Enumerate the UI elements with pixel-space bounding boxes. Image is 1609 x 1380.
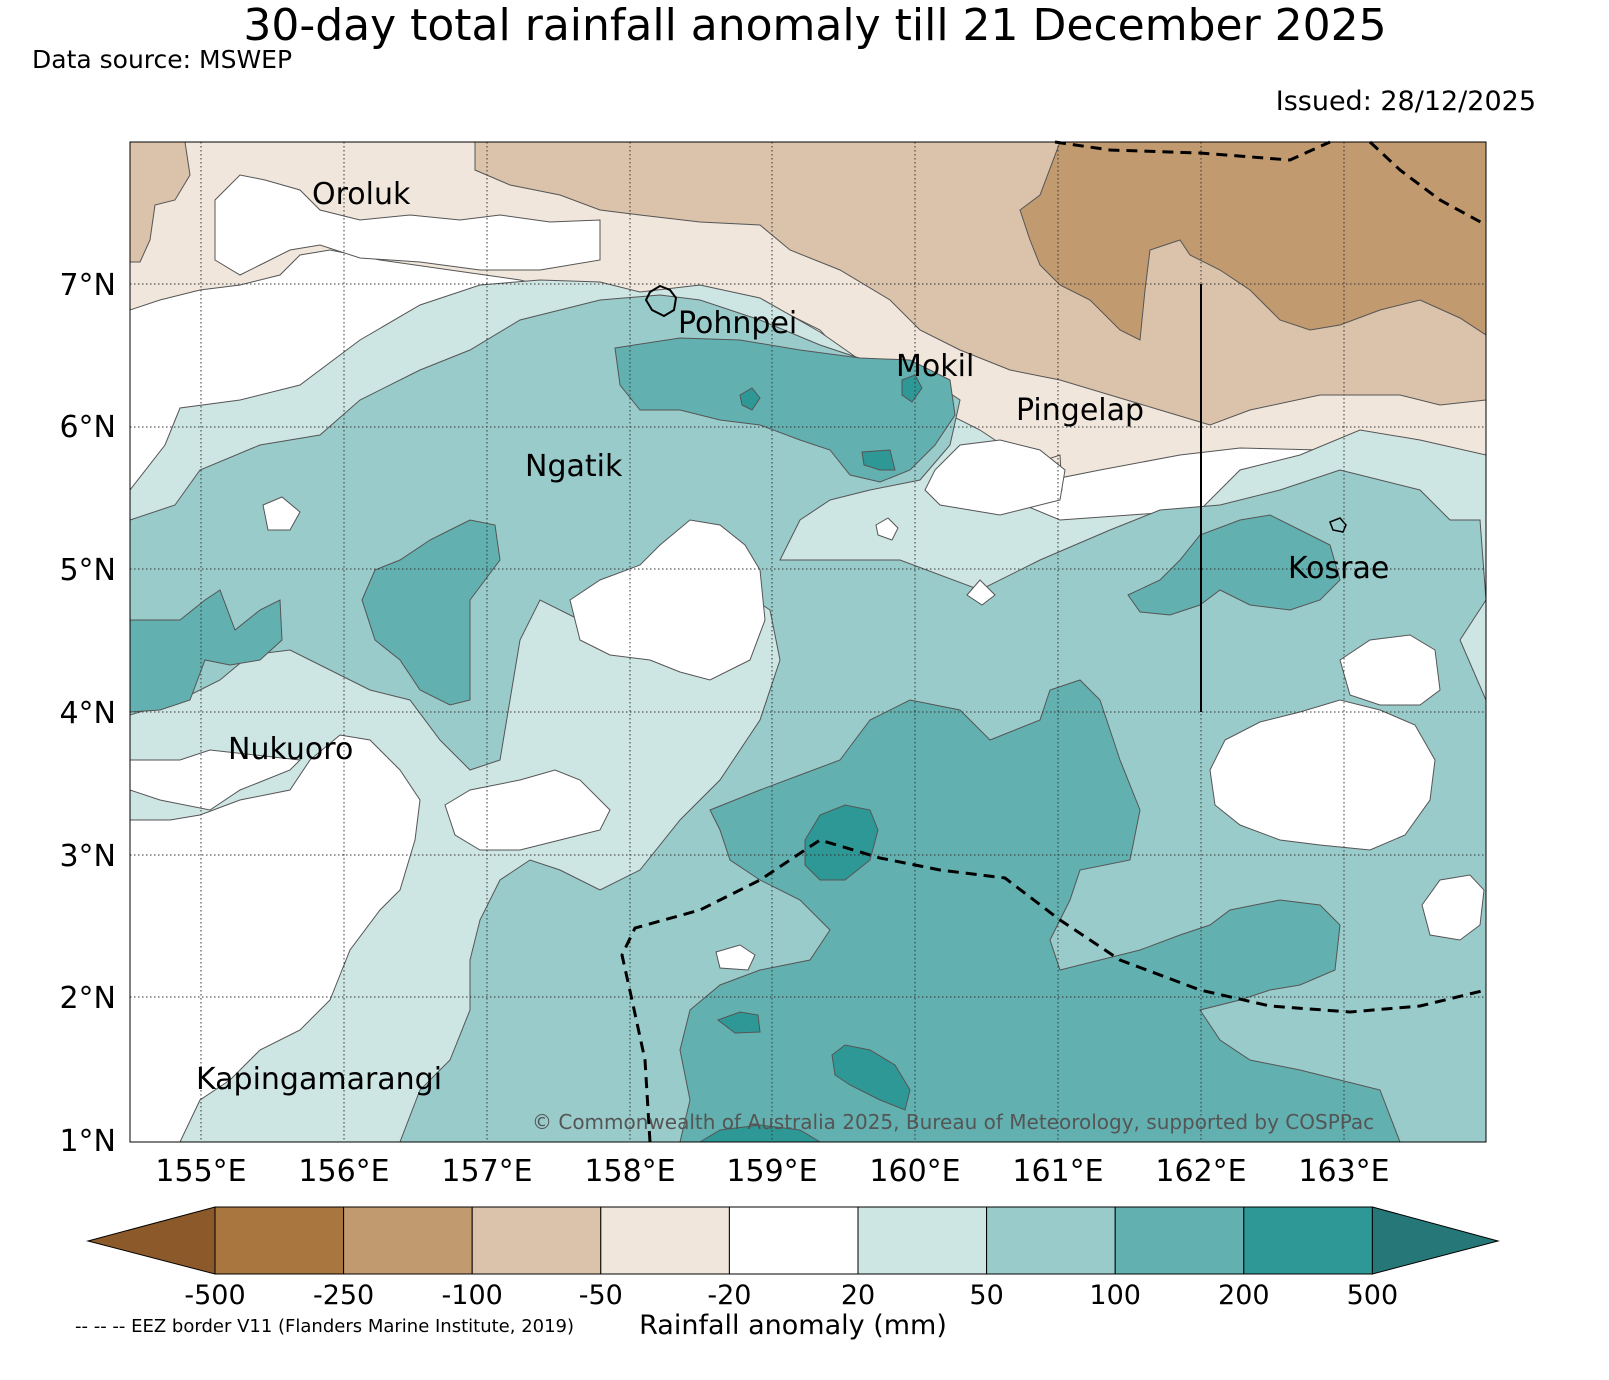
kosrae-island-outline (1329, 517, 1347, 533)
colorbar-segment-50-to-100 (986, 1206, 1116, 1275)
island-label-nukuoro: Nukuoro (228, 732, 353, 767)
colorbar-title: Rainfall anomaly (mm) (639, 1310, 947, 1341)
colorbar-segment-minus-250-to-100 (343, 1206, 473, 1275)
wet-region-100-200-central (679, 679, 1401, 1142)
colorbar-tick-500: 500 (1347, 1280, 1399, 1311)
lon-label-160e: 160°E (869, 1154, 960, 1189)
colorbar-extend-low (86, 1206, 216, 1275)
neutral-pocket-north-east (1339, 634, 1441, 706)
dry-region-minus-100-west (130, 142, 191, 263)
island-label-pohnpei: Pohnpei (678, 306, 797, 341)
lon-label-163e: 163°E (1298, 1154, 1389, 1189)
map-frame (129, 141, 1487, 1143)
island-label-kapingamarangi: Kapingamarangi (196, 1062, 442, 1097)
anomaly-fill-layer (130, 142, 1486, 1142)
colorbar-tick-minus-500: -500 (184, 1280, 245, 1311)
eez-borders (620, 140, 1487, 1143)
colorbar-tick-20: 20 (841, 1280, 875, 1311)
colorbar-tick-minus-50: -50 (579, 1280, 623, 1311)
island-label-oroluk: Oroluk (312, 177, 411, 212)
pohnpei-island-outline (644, 284, 678, 318)
lat-label-3n: 3°N (59, 839, 116, 874)
neutral-pocket-center (569, 519, 766, 681)
neutral-pocket-small-1 (966, 579, 996, 606)
colorbar-tick-200: 200 (1218, 1280, 1270, 1311)
wet-region-200-500-mokil (901, 374, 923, 403)
neutral-pocket-small-4 (715, 944, 756, 971)
colorbar (86, 1206, 1500, 1275)
lat-label-1n: 1°N (59, 1124, 116, 1159)
colorbar-tick-minus-100: -100 (442, 1280, 503, 1311)
island-labels: Oroluk Pohnpei Mokil Pingelap Ngatik Kos… (196, 177, 1389, 1097)
neutral-pocket-east (1209, 699, 1436, 851)
island-label-ngatik: Ngatik (525, 449, 623, 484)
dry-region-minus-250 (1019, 142, 1486, 341)
wet-region-200-500-east (861, 449, 896, 471)
wet-region-100-200-kosrae (1127, 514, 1341, 616)
map-title: 30-day total rainfall anomaly till 21 De… (243, 0, 1386, 51)
lat-label-7n: 7°N (59, 268, 116, 303)
lon-label-159e: 159°E (726, 1154, 817, 1189)
neutral-pocket-mid-west (444, 769, 611, 851)
lon-label-157e: 157°E (441, 1154, 532, 1189)
neutral-pocket-small-2 (875, 517, 899, 541)
lon-label-158e: 158°E (584, 1154, 675, 1189)
lat-label-2n: 2°N (59, 981, 116, 1016)
wet-region-200-500-central (804, 804, 879, 881)
island-label-kosrae: Kosrae (1288, 551, 1389, 586)
wet-region-200-500-south (831, 1044, 911, 1111)
colorbar-segment-minus-50-to-20 (600, 1206, 730, 1275)
colorbar-segment-200-to-500 (1243, 1206, 1373, 1275)
colorbar-tick-50: 50 (969, 1280, 1003, 1311)
data-source-label: Data source: MSWEP (32, 45, 292, 74)
wet-region-200-500-southwest (716, 1011, 761, 1034)
eez-border-north (1054, 140, 1487, 227)
wet-region-100-200-north (614, 337, 956, 483)
neutral-pocket-pingelap (924, 439, 1066, 516)
colorbar-segment-minus-500-to-250 (214, 1206, 345, 1275)
eez-border-south (620, 838, 1487, 1143)
colorbar-segment-neutral (728, 1206, 859, 1275)
map-panel: Oroluk Pohnpei Mokil Pingelap Ngatik Kos… (129, 140, 1487, 1143)
colorbar-tick-minus-20: -20 (707, 1280, 751, 1311)
colorbar-tick-minus-250: -250 (313, 1280, 374, 1311)
issued-date-label: Issued: 28/12/2025 (1276, 86, 1536, 117)
wet-region-50-100 (130, 294, 1486, 1142)
lat-label-4n: 4°N (59, 696, 116, 731)
island-label-pingelap: Pingelap (1016, 393, 1144, 428)
colorbar-extend-high (1371, 1206, 1500, 1275)
colorbar-segment-20-to-50 (857, 1206, 988, 1275)
island-label-mokil: Mokil (896, 349, 974, 384)
neutral-pocket-south-west (130, 734, 421, 1142)
wet-region-200-500-bottom (699, 1124, 821, 1142)
colorbar-segment-minus-100-to-50 (471, 1206, 602, 1275)
colorbar-segment-100-to-200 (1114, 1206, 1245, 1275)
colorbar-tick-100: 100 (1089, 1280, 1141, 1311)
lon-label-156e: 156°E (298, 1154, 389, 1189)
lon-label-162e: 162°E (1155, 1154, 1246, 1189)
copyright-notice: © Commonwealth of Australia 2025, Bureau… (532, 1110, 1374, 1134)
longitude-axis: 155°E 156°E 157°E 158°E 159°E 160°E 161°… (155, 1154, 1389, 1189)
latitude-axis: 7°N 6°N 5°N 4°N 3°N 2°N 1°N (59, 268, 116, 1159)
wet-region-100-200-ngatik (361, 519, 501, 706)
colorbar-tick-labels: -500 -250 -100 -50 -20 20 50 100 200 500 (184, 1280, 1398, 1311)
neutral-pocket-far-east (1421, 874, 1485, 941)
gridlines (130, 142, 1486, 1142)
neutral-pocket-small-3 (262, 496, 301, 531)
lon-label-161e: 161°E (1012, 1154, 1103, 1189)
eez-border-note: -- -- -- EEZ border V11 (Flanders Marine… (75, 1316, 574, 1337)
neutral-pocket-oroluk (214, 174, 601, 276)
lon-label-155e: 155°E (155, 1154, 246, 1189)
lat-label-5n: 5°N (59, 553, 116, 588)
lat-label-6n: 6°N (59, 410, 116, 445)
wet-region-200-500-pohnpei (739, 387, 761, 411)
wet-region-100-200-west (130, 589, 283, 713)
